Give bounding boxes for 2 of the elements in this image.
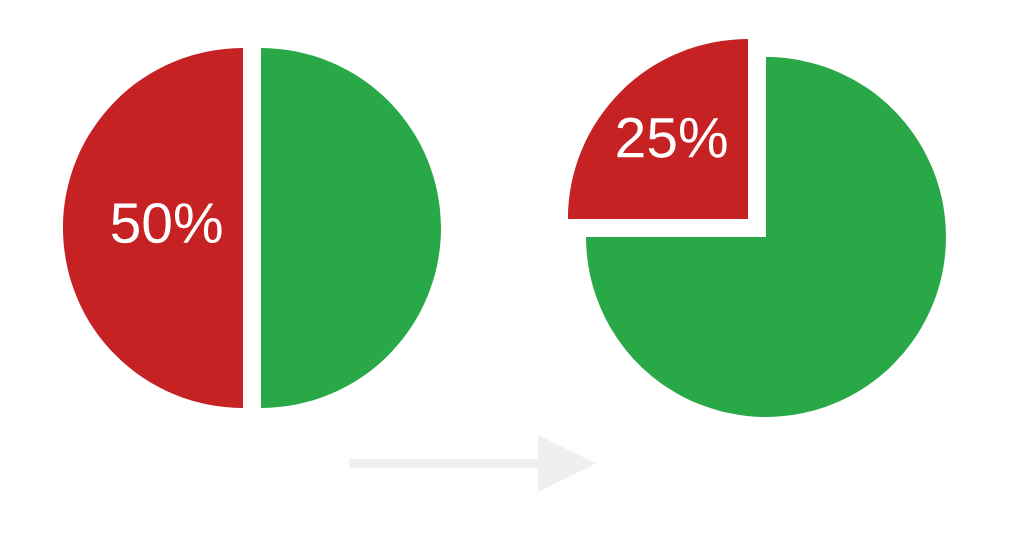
- data-label: 25%: [617, 117, 727, 158]
- data-label: 50%: [111, 202, 222, 244]
